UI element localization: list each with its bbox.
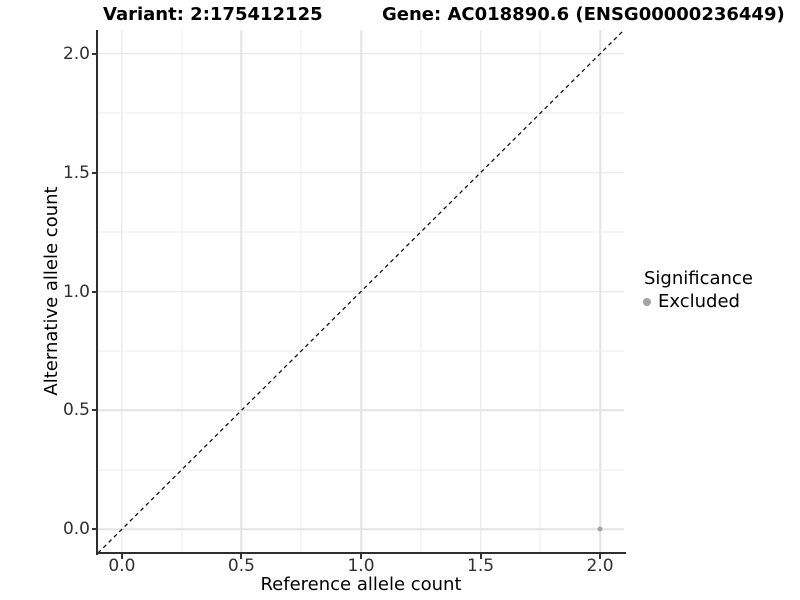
y-gridline	[98, 53, 624, 55]
legend-item-label: Excluded	[658, 291, 740, 312]
y-gridline	[98, 528, 624, 530]
y-tick-label: 1.0	[62, 281, 90, 302]
legend-item-excluded: Excluded	[636, 291, 753, 313]
x-tick-mark	[360, 554, 362, 559]
y-tick-label: 0.5	[62, 400, 90, 421]
data-point	[597, 526, 603, 532]
x-axis-title: Reference allele count	[260, 574, 462, 595]
variant-title: Variant: 2:175412125	[103, 4, 323, 25]
y-tick-mark	[92, 528, 97, 531]
legend-point-icon	[643, 298, 651, 306]
identity-dashed-line	[97, 29, 625, 554]
y-tick-label: 1.5	[62, 162, 90, 183]
legend-title: Significance	[644, 268, 753, 289]
y-tick-mark	[92, 409, 97, 412]
x-tick-label: 1.5	[467, 556, 495, 576]
y-gridline	[98, 409, 624, 412]
x-tick-mark	[240, 554, 243, 559]
x-tick-mark	[479, 554, 482, 559]
y-axis-line	[96, 30, 98, 555]
legend-key	[636, 291, 658, 313]
x-tick-label: 1.0	[347, 556, 375, 576]
y-tick-mark	[92, 52, 97, 55]
y-tick-mark	[92, 171, 97, 174]
x-tick-label: 0.5	[227, 556, 255, 576]
y-tick-label: 2.0	[62, 43, 90, 64]
y-gridline-minor	[98, 231, 624, 233]
gene-title: Gene: AC018890.6 (ENSG00000236449)	[382, 4, 785, 25]
legend: Significance Excluded	[636, 268, 753, 313]
x-axis-line	[96, 552, 626, 554]
x-tick-label: 0.0	[108, 556, 136, 576]
y-gridline	[98, 171, 624, 174]
y-gridline-minor	[98, 112, 624, 114]
y-tick-mark	[92, 290, 97, 293]
plot-panel	[97, 29, 625, 554]
y-gridline-minor	[98, 350, 624, 352]
x-tick-mark	[120, 554, 123, 559]
y-gridline-minor	[98, 469, 624, 471]
x-tick-mark	[599, 554, 602, 559]
y-tick-label: 0.0	[62, 519, 90, 540]
x-tick-label: 2.0	[586, 556, 614, 576]
